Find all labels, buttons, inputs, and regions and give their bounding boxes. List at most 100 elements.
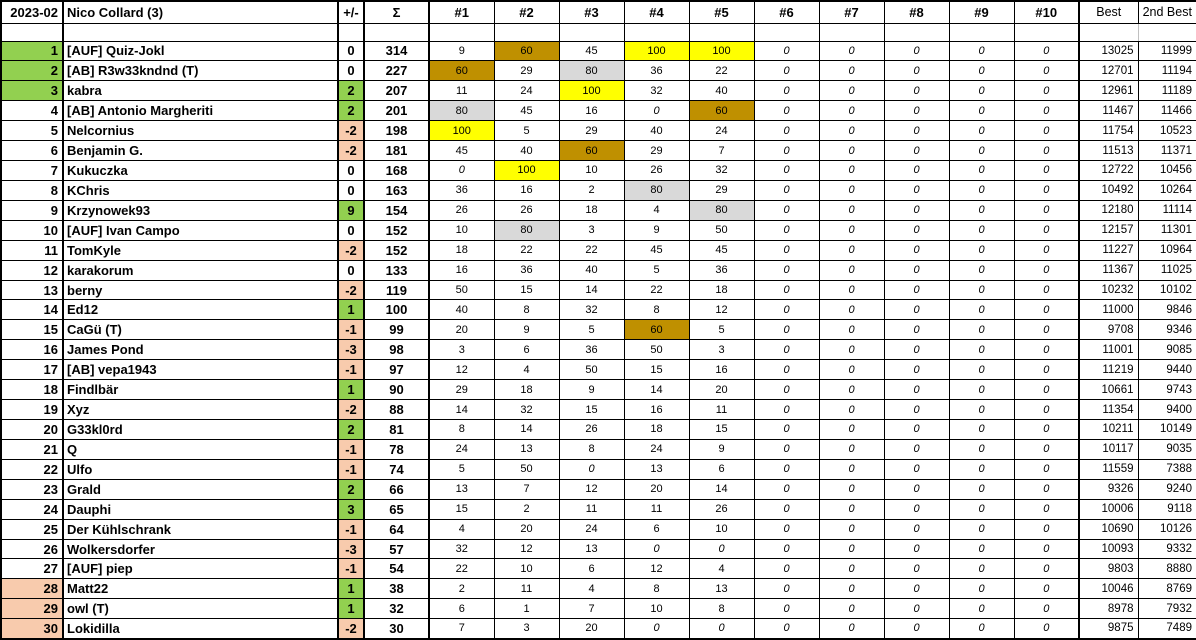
cell-score-round-5[interactable]: 29 [688, 179, 755, 201]
cell-score-round-4[interactable]: 100 [623, 40, 690, 62]
cell-score-round-7[interactable]: 0 [818, 438, 885, 460]
cell-score-round-6[interactable]: 0 [753, 100, 820, 122]
cell-score-round-1[interactable]: 6 [428, 598, 495, 620]
cell-score-round-6[interactable]: 0 [753, 60, 820, 82]
cell-score-round-10[interactable]: 0 [1013, 120, 1080, 142]
cell-score-round-1[interactable]: 40 [428, 299, 495, 321]
cell-delta[interactable]: 3 [337, 498, 365, 520]
cell-player-name[interactable]: [AB] R3w33kndnd (T) [62, 60, 339, 82]
cell-2nd-best[interactable]: 9035 [1137, 438, 1196, 460]
cell-score-round-3[interactable]: 18 [558, 199, 625, 221]
cell-delta[interactable]: 0 [337, 259, 365, 281]
cell-score-round-10[interactable]: 0 [1013, 219, 1080, 241]
cell-score-round-1[interactable]: 11 [428, 80, 495, 102]
cell-total[interactable]: 65 [363, 498, 430, 520]
cell-best[interactable]: 8978 [1078, 598, 1139, 620]
cell-best[interactable]: 11467 [1078, 100, 1139, 122]
cell-score-round-8[interactable]: 0 [883, 140, 950, 162]
cell-rank[interactable]: 25 [0, 518, 64, 540]
cell-player-name[interactable]: Wolkersdorfer [62, 538, 339, 560]
cell-score-round-2[interactable]: 50 [493, 458, 560, 480]
cell-score-round-4[interactable]: 8 [623, 299, 690, 321]
header-round-9-cell[interactable]: #9 [948, 0, 1015, 24]
cell-score-round-3[interactable]: 29 [558, 120, 625, 142]
cell-score-round-5[interactable]: 5 [688, 319, 755, 341]
cell-rank[interactable]: 6 [0, 140, 64, 162]
header-period-cell[interactable]: 2023-02 [0, 0, 64, 24]
cell-score-round-7[interactable]: 0 [818, 618, 885, 640]
cell-player-name[interactable]: Krzynowek93 [62, 199, 339, 221]
cell-score-round-3[interactable]: 40 [558, 259, 625, 281]
cell-score-round-9[interactable]: 0 [948, 199, 1015, 221]
cell-rank[interactable]: 1 [0, 40, 64, 62]
cell-score-round-8[interactable]: 0 [883, 60, 950, 82]
cell-score-round-2[interactable]: 14 [493, 419, 560, 440]
cell-best[interactable]: 9326 [1078, 478, 1139, 500]
cell-score-round-9[interactable]: 0 [948, 100, 1015, 122]
cell-score-round-2[interactable]: 60 [493, 40, 560, 62]
cell-score-round-9[interactable]: 0 [948, 419, 1015, 440]
cell-player-name[interactable]: CaGü (T) [62, 319, 339, 341]
cell-score-round-1[interactable]: 29 [428, 379, 495, 401]
cell-score-round-6[interactable]: 0 [753, 140, 820, 162]
cell-score-round-6[interactable]: 0 [753, 438, 820, 460]
cell-score-round-4[interactable]: 0 [623, 100, 690, 122]
cell-score-round-5[interactable]: 11 [688, 399, 755, 421]
cell-score-round-2[interactable]: 1 [493, 598, 560, 620]
cell-delta[interactable]: 1 [337, 598, 365, 620]
cell-score-round-1[interactable]: 4 [428, 518, 495, 540]
cell-score-round-8[interactable]: 0 [883, 578, 950, 600]
cell-2nd-best[interactable]: 9846 [1137, 299, 1196, 321]
header-sum-cell[interactable]: Σ [363, 0, 430, 24]
cell-score-round-5[interactable]: 14 [688, 478, 755, 500]
cell-score-round-4[interactable]: 26 [623, 160, 690, 181]
cell-score-round-8[interactable]: 0 [883, 558, 950, 580]
cell-score-round-4[interactable]: 6 [623, 518, 690, 540]
cell-rank[interactable]: 24 [0, 498, 64, 520]
cell-score-round-2[interactable]: 100 [493, 160, 560, 181]
cell-score-round-5[interactable]: 0 [688, 618, 755, 640]
cell-2nd-best[interactable]: 11466 [1137, 100, 1196, 122]
cell-score-round-10[interactable]: 0 [1013, 598, 1080, 620]
cell-score-round-8[interactable]: 0 [883, 179, 950, 201]
cell-score-round-9[interactable]: 0 [948, 239, 1015, 261]
cell-total[interactable]: 54 [363, 558, 430, 580]
cell-score-round-3[interactable]: 80 [558, 60, 625, 82]
cell-player-name[interactable]: Ed12 [62, 299, 339, 321]
cell-score-round-10[interactable]: 0 [1013, 199, 1080, 221]
cell-score-round-4[interactable]: 50 [623, 339, 690, 361]
cell-best[interactable]: 10690 [1078, 518, 1139, 540]
cell-total[interactable]: 198 [363, 120, 430, 142]
cell-total[interactable]: 66 [363, 478, 430, 500]
cell-2nd-best[interactable]: 11114 [1137, 199, 1196, 221]
cell-score-round-4[interactable]: 10 [623, 598, 690, 620]
cell-player-name[interactable]: Nelcornius [62, 120, 339, 142]
cell-score-round-9[interactable]: 0 [948, 498, 1015, 520]
cell-score-round-10[interactable]: 0 [1013, 40, 1080, 62]
cell-score-round-5[interactable]: 10 [688, 518, 755, 540]
cell-score-round-6[interactable]: 0 [753, 80, 820, 102]
cell-score-round-3[interactable]: 6 [558, 558, 625, 580]
cell-score-round-1[interactable]: 10 [428, 219, 495, 241]
cell-score-round-6[interactable]: 0 [753, 40, 820, 62]
cell-score-round-5[interactable]: 40 [688, 80, 755, 102]
cell-score-round-4[interactable]: 32 [623, 80, 690, 102]
cell-score-round-6[interactable]: 0 [753, 478, 820, 500]
cell-score-round-2[interactable]: 45 [493, 100, 560, 122]
cell-score-round-8[interactable]: 0 [883, 199, 950, 221]
cell-best[interactable]: 9875 [1078, 618, 1139, 640]
cell-score-round-5[interactable]: 3 [688, 339, 755, 361]
cell-score-round-7[interactable]: 0 [818, 60, 885, 82]
cell-delta[interactable]: -1 [337, 458, 365, 480]
spacer-cell[interactable] [883, 22, 950, 42]
cell-score-round-2[interactable]: 80 [493, 219, 560, 241]
cell-score-round-10[interactable]: 0 [1013, 239, 1080, 261]
cell-2nd-best[interactable]: 9240 [1137, 478, 1196, 500]
cell-score-round-3[interactable]: 11 [558, 498, 625, 520]
cell-score-round-3[interactable]: 15 [558, 399, 625, 421]
cell-score-round-3[interactable]: 14 [558, 279, 625, 301]
cell-score-round-1[interactable]: 2 [428, 578, 495, 600]
cell-score-round-9[interactable]: 0 [948, 598, 1015, 620]
cell-score-round-5[interactable]: 7 [688, 140, 755, 162]
cell-score-round-9[interactable]: 0 [948, 40, 1015, 62]
